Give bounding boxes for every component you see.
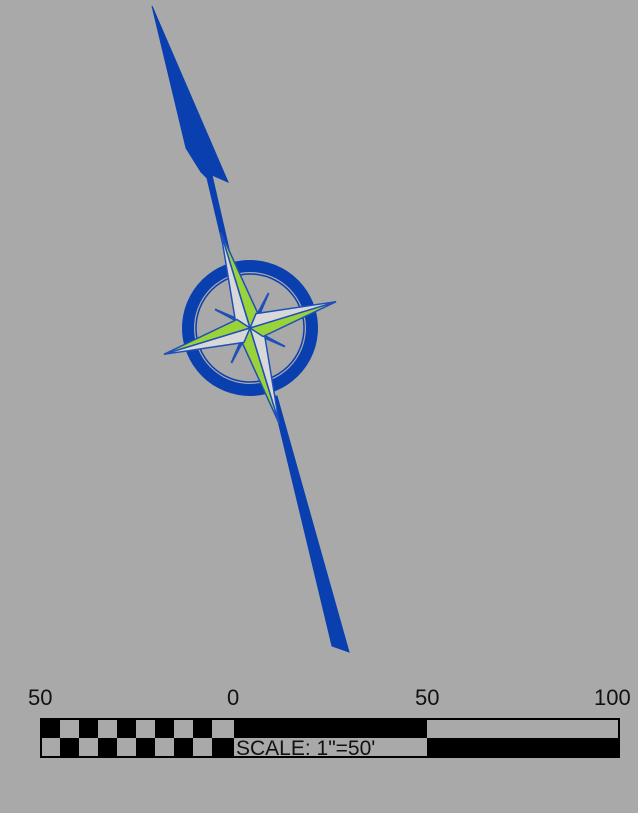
scale-bar-segment-50-100 <box>427 719 619 757</box>
north-arrow-upper-needle <box>151 5 233 264</box>
scale-caption: SCALE: 1"=50' <box>236 737 376 760</box>
scale-bar-subdivisions <box>41 719 234 757</box>
scale-tick-label-right-50: 50 <box>415 685 440 710</box>
scale-tick-label-0: 0 <box>227 685 240 710</box>
scale-tick-label-left-50: 50 <box>28 685 53 710</box>
compass-rose-icon <box>163 232 337 424</box>
scale-bar <box>40 718 620 758</box>
scale-tick-label-100: 100 <box>594 685 631 710</box>
north-arrow-lower-needle <box>271 395 350 653</box>
scale-bar-segment-0-50 <box>234 719 427 757</box>
compass-cardinal-points <box>163 232 337 424</box>
